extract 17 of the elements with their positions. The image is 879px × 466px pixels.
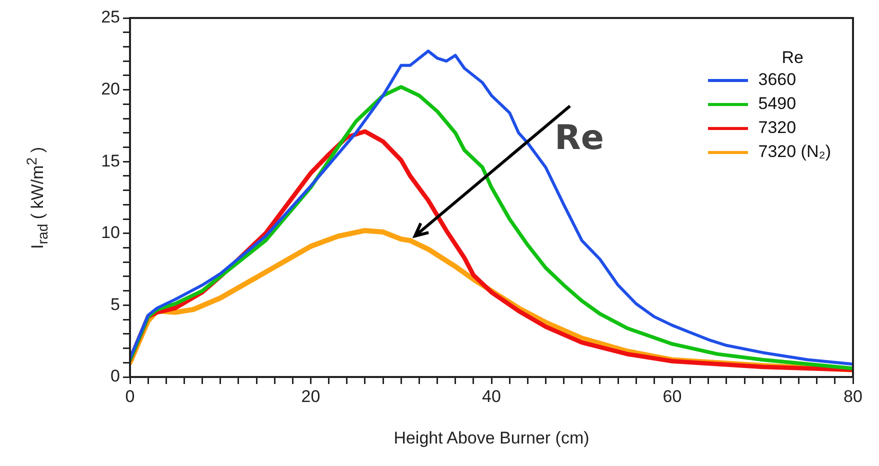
- x-tick-label: 20: [301, 386, 320, 406]
- y-tick-label: 5: [110, 294, 120, 314]
- x-tick-label: 0: [125, 386, 135, 406]
- y-tick-label: 15: [101, 151, 120, 170]
- x-axis-title: Height Above Burner (cm): [394, 428, 590, 448]
- legend-label: 5490: [758, 94, 796, 114]
- x-tick-label: 40: [482, 386, 501, 406]
- legend-label: 7320 (N₂): [758, 142, 831, 162]
- y-tick-label: 10: [101, 223, 120, 242]
- y-tick-label: 25: [101, 8, 120, 27]
- legend-title: Re: [780, 48, 804, 68]
- legend-label: 3660: [758, 70, 796, 90]
- x-tick-label: 60: [662, 386, 682, 406]
- x-tick-label: 80: [844, 386, 862, 406]
- legend-label: 7320: [758, 118, 796, 138]
- y-tick-label: 20: [101, 79, 120, 98]
- y-tick-label: 0: [110, 366, 120, 386]
